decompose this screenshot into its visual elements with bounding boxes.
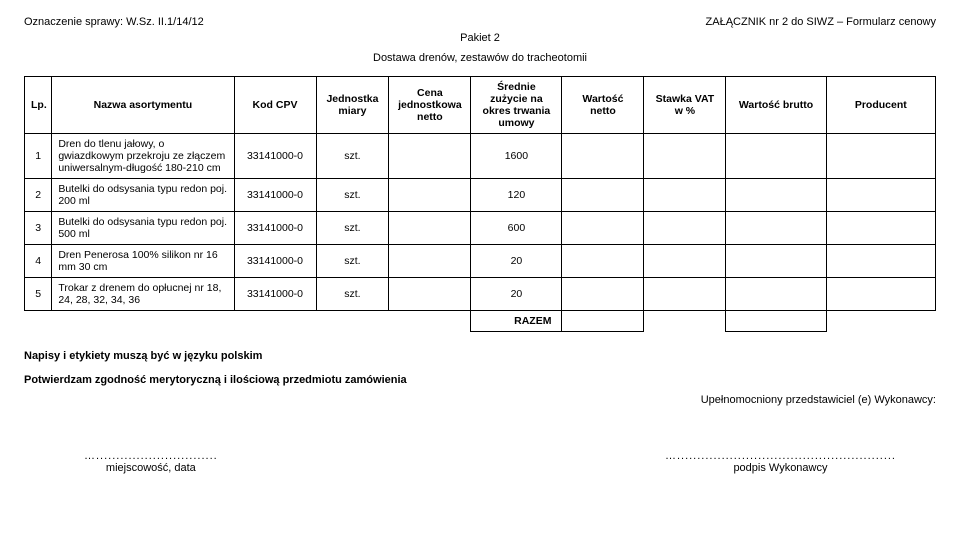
notes-section: Napisy i etykiety muszą być w języku pol… bbox=[24, 350, 936, 406]
cell-cpv: 33141000-0 bbox=[234, 278, 316, 311]
cell-avg: 1600 bbox=[471, 134, 562, 179]
cell-vat bbox=[644, 134, 726, 179]
cell-price bbox=[389, 245, 471, 278]
cell-net bbox=[562, 278, 644, 311]
cell-lp: 2 bbox=[25, 179, 52, 212]
cell-net bbox=[562, 179, 644, 212]
cell-price bbox=[389, 134, 471, 179]
table-row: 2Butelki do odsysania typu redon poj. 20… bbox=[25, 179, 936, 212]
cell-avg: 20 bbox=[471, 278, 562, 311]
col-avg: Średnie zużycie na okres trwania umowy bbox=[471, 77, 562, 134]
sign-left: ….............................. miejscow… bbox=[84, 450, 218, 474]
cell-name: Dren do tlenu jałowy, o gwiazdkowym prze… bbox=[52, 134, 234, 179]
sign-right: ….......................................… bbox=[665, 450, 896, 474]
cell-prod bbox=[826, 179, 935, 212]
cell-cpv: 33141000-0 bbox=[234, 212, 316, 245]
cell-gross bbox=[726, 212, 826, 245]
razem-gross bbox=[726, 311, 826, 332]
col-cpv: Kod CPV bbox=[234, 77, 316, 134]
pakiet-label: Pakiet 2 bbox=[24, 32, 936, 44]
cell-unit: szt. bbox=[316, 245, 389, 278]
cell-name: Butelki do odsysania typu redon poj. 500… bbox=[52, 212, 234, 245]
attachment-label: ZAŁĄCZNIK nr 2 do SIWZ – Formularz cenow… bbox=[706, 16, 936, 28]
header-row: Oznaczenie sprawy: W.Sz. II.1/14/12 ZAŁĄ… bbox=[24, 16, 936, 28]
table-row: 3Butelki do odsysania typu redon poj. 50… bbox=[25, 212, 936, 245]
cell-net bbox=[562, 212, 644, 245]
cell-lp: 4 bbox=[25, 245, 52, 278]
cell-cpv: 33141000-0 bbox=[234, 245, 316, 278]
table-row: 4Dren Penerosa 100% silikon nr 16 mm 30 … bbox=[25, 245, 936, 278]
sign-right-label: podpis Wykonawcy bbox=[665, 462, 896, 474]
cell-unit: szt. bbox=[316, 179, 389, 212]
case-label: Oznaczenie sprawy: W.Sz. II.1/14/12 bbox=[24, 16, 204, 28]
cell-net bbox=[562, 134, 644, 179]
cell-gross bbox=[726, 278, 826, 311]
razem-label: RAZEM bbox=[471, 311, 562, 332]
cell-cpv: 33141000-0 bbox=[234, 134, 316, 179]
col-name: Nazwa asortymentu bbox=[52, 77, 234, 134]
cell-unit: szt. bbox=[316, 212, 389, 245]
cell-gross bbox=[726, 134, 826, 179]
col-prod: Producent bbox=[826, 77, 935, 134]
col-net: Wartość netto bbox=[562, 77, 644, 134]
col-unit: Jednostka miary bbox=[316, 77, 389, 134]
note-line-1: Napisy i etykiety muszą być w języku pol… bbox=[24, 350, 936, 362]
cell-prod bbox=[826, 134, 935, 179]
cell-price bbox=[389, 278, 471, 311]
cell-prod bbox=[826, 278, 935, 311]
cell-gross bbox=[726, 245, 826, 278]
col-gross: Wartość brutto bbox=[726, 77, 826, 134]
sign-left-label: miejscowość, data bbox=[84, 462, 218, 474]
cell-price bbox=[389, 212, 471, 245]
cell-vat bbox=[644, 179, 726, 212]
cell-vat bbox=[644, 278, 726, 311]
cell-unit: szt. bbox=[316, 134, 389, 179]
cell-cpv: 33141000-0 bbox=[234, 179, 316, 212]
table-row: 1Dren do tlenu jałowy, o gwiazdkowym prz… bbox=[25, 134, 936, 179]
cell-name: Butelki do odsysania typu redon poj. 200… bbox=[52, 179, 234, 212]
cell-avg: 120 bbox=[471, 179, 562, 212]
razem-net bbox=[562, 311, 644, 332]
signature-row: ….............................. miejscow… bbox=[24, 450, 936, 474]
cell-vat bbox=[644, 245, 726, 278]
table-row: 5Trokar z drenem do opłucnej nr 18, 24, … bbox=[25, 278, 936, 311]
cell-lp: 3 bbox=[25, 212, 52, 245]
cell-prod bbox=[826, 245, 935, 278]
cell-lp: 5 bbox=[25, 278, 52, 311]
col-lp: Lp. bbox=[25, 77, 52, 134]
col-price: Cena jednostkowa netto bbox=[389, 77, 471, 134]
sign-right-dots: ….......................................… bbox=[665, 450, 896, 462]
subtitle: Dostawa drenów, zestawów do tracheotomii bbox=[24, 52, 936, 64]
cell-lp: 1 bbox=[25, 134, 52, 179]
note-line-2: Potwierdzam zgodność merytoryczną i iloś… bbox=[24, 374, 936, 386]
sign-left-dots: ….............................. bbox=[84, 450, 218, 462]
cell-net bbox=[562, 245, 644, 278]
cell-gross bbox=[726, 179, 826, 212]
price-table: Lp. Nazwa asortymentu Kod CPV Jednostka … bbox=[24, 76, 936, 332]
cell-prod bbox=[826, 212, 935, 245]
cell-vat bbox=[644, 212, 726, 245]
rep-label: Upełnomocniony przedstawiciel (e) Wykona… bbox=[24, 394, 936, 406]
col-vat: Stawka VAT w % bbox=[644, 77, 726, 134]
cell-unit: szt. bbox=[316, 278, 389, 311]
cell-avg: 20 bbox=[471, 245, 562, 278]
razem-row: RAZEM bbox=[25, 311, 936, 332]
table-header-row: Lp. Nazwa asortymentu Kod CPV Jednostka … bbox=[25, 77, 936, 134]
cell-price bbox=[389, 179, 471, 212]
cell-name: Dren Penerosa 100% silikon nr 16 mm 30 c… bbox=[52, 245, 234, 278]
cell-name: Trokar z drenem do opłucnej nr 18, 24, 2… bbox=[52, 278, 234, 311]
cell-avg: 600 bbox=[471, 212, 562, 245]
